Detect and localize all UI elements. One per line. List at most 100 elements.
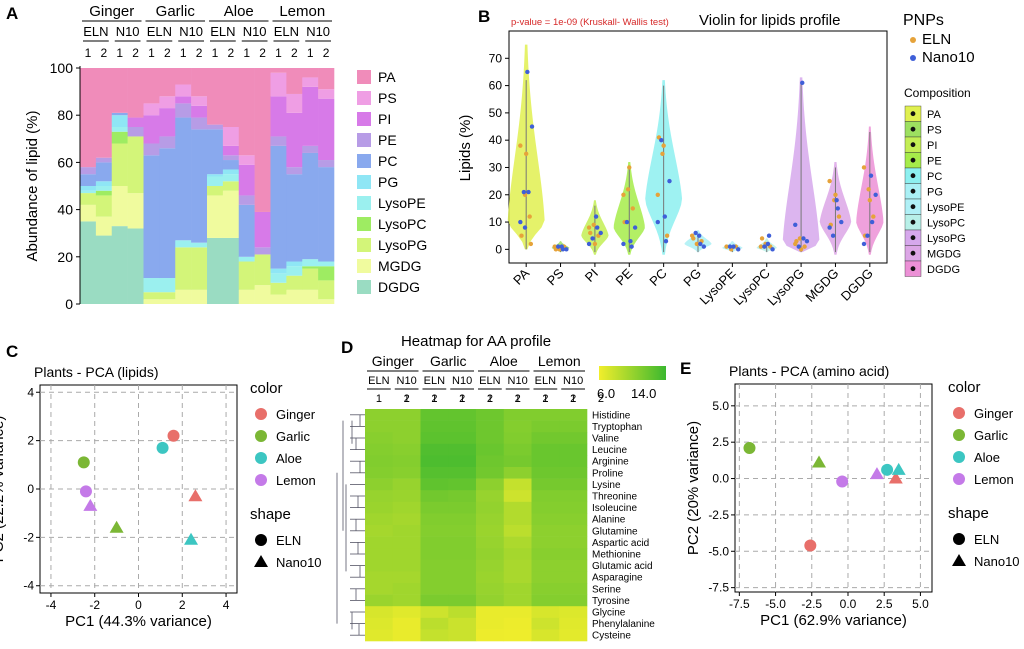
bar-segment-pc (286, 174, 303, 262)
group-header: ELN (210, 24, 235, 39)
heatmap-cell (476, 490, 505, 503)
group-header: ELN (479, 375, 500, 387)
heatmap-cell (420, 594, 449, 607)
point-aloe-nano10 (184, 532, 199, 545)
y-tick-label: 2 (27, 434, 34, 448)
data-point-nano10 (593, 214, 599, 219)
bar-segment-pa (270, 68, 287, 73)
bar-segment-lysopg (191, 247, 208, 290)
heatmap-cell (559, 501, 588, 514)
legend-shape-title: shape (250, 506, 291, 523)
y-tick-label: -2.5 (708, 508, 729, 522)
rep-label: 2 (132, 46, 139, 60)
heatmap-cell (503, 501, 532, 514)
point-ginger-nano10 (888, 471, 903, 484)
rep-label: 2 (164, 46, 171, 60)
data-point-nano10 (632, 225, 638, 230)
bar-segment-pe (270, 136, 287, 146)
row-label: Aspartic acid (592, 538, 649, 549)
bar-segment-lysope (318, 261, 335, 267)
bar-segment-pa (302, 68, 319, 78)
plant-header: Garlic (430, 353, 467, 369)
heatmap-cell (448, 432, 477, 445)
heatmap-cell (365, 490, 394, 503)
heatmap-cell (365, 536, 394, 549)
bar-segment-lysopc (111, 131, 128, 144)
bar-segment-lysope (143, 278, 160, 293)
heatmap-cell (420, 443, 449, 456)
heatmap-cell (476, 443, 505, 456)
heatmap-cell (392, 548, 421, 561)
heatmap-cell (448, 617, 477, 630)
bar-segment-pa (80, 68, 97, 168)
heatmap-cell (559, 467, 588, 479)
legend-shape-eln-icon (953, 533, 965, 545)
data-point-eln (802, 244, 807, 249)
x-tick-label: 5.0 (912, 597, 929, 611)
heatmap-cell (476, 432, 505, 445)
heatmap-cell (559, 548, 588, 561)
y-tick-label: 30 (489, 160, 503, 174)
heatmap-cell (392, 559, 421, 572)
heatmap-cell (420, 478, 449, 491)
legend-label: Aloe (276, 451, 302, 466)
x-tick-label: 2.5 (876, 597, 893, 611)
bar-segment-pa (143, 68, 160, 104)
y-tick-label: 20 (57, 249, 73, 265)
scale-label-low: 6.0 (597, 386, 615, 401)
panel-label-a: A (6, 4, 18, 23)
x-tick-label: DGDG (838, 266, 876, 304)
legend-dot (910, 188, 916, 194)
heatmap-cell (365, 501, 394, 514)
group-header: ELN (274, 24, 299, 39)
legend-label: PE (927, 156, 942, 168)
rep-label: 2 (259, 46, 266, 60)
bar-segment-pc (222, 160, 240, 170)
bar-segment-ps (270, 72, 287, 97)
row-label: Glutamic acid (592, 561, 653, 572)
bar-segment-ps (143, 103, 160, 116)
heatmap-cell (476, 606, 505, 619)
legend-swatch-pa (357, 70, 371, 84)
data-point-eln (797, 236, 803, 241)
heatmap-cell (503, 525, 532, 537)
legend-swatch-lysope (357, 196, 371, 210)
heatmap-cell (476, 420, 505, 433)
x-tick-label: -2 (89, 598, 100, 612)
bar-segment-lysope (238, 256, 255, 262)
data-point-nano10 (835, 206, 840, 211)
y-axis-label: PC2 (22.2% variance) (0, 416, 7, 563)
legend-label: Lemon (276, 473, 316, 488)
data-point-nano10 (529, 124, 535, 129)
group-header: N10 (452, 375, 472, 387)
heatmap-cell (365, 583, 394, 595)
heatmap-cell (559, 594, 588, 607)
bar-segment-pa (254, 68, 271, 212)
bar-segment-pg (207, 174, 224, 177)
heatmap-cell (531, 606, 560, 619)
bar-segment-ps (175, 84, 192, 97)
bar-segment-mgdg (175, 289, 192, 304)
data-point-eln (861, 165, 867, 170)
heatmap-cell (531, 536, 560, 549)
data-point-eln (867, 198, 873, 203)
bar-segment-pe (207, 124, 224, 130)
x-tick-label: -2.5 (801, 597, 822, 611)
row-label: Asparagine (592, 573, 643, 584)
bar-segment-pg (222, 169, 240, 175)
row-label: Proline (592, 468, 624, 479)
y-tick-label: 0 (27, 482, 34, 496)
data-point-nano10 (556, 244, 561, 249)
rep-label: 2 (404, 393, 410, 405)
bar-segment-pi (191, 105, 208, 118)
bar-segment-pe (127, 127, 144, 137)
x-tick-label: 0 (135, 598, 142, 612)
legend-swatch-lysopc (357, 217, 371, 231)
row-label: Glycine (592, 608, 626, 619)
bar-segment-pe (95, 157, 113, 163)
heatmap-cell (365, 478, 394, 491)
data-point-eln (588, 230, 593, 236)
x-axis-label: PC1 (44.3% variance) (65, 613, 212, 630)
legend-dot-lemon (255, 474, 267, 486)
data-point-eln (519, 233, 524, 238)
